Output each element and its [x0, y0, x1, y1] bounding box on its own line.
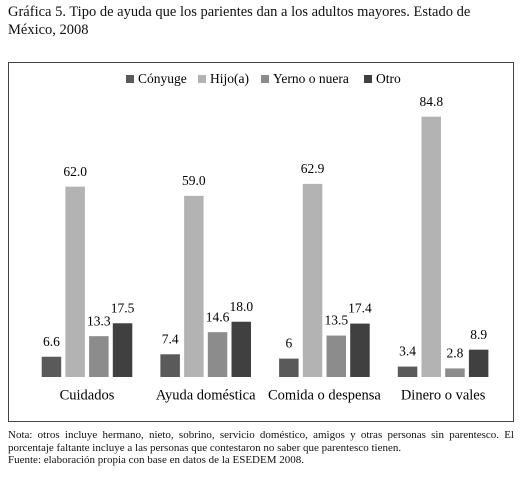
bar: [184, 195, 204, 377]
bar: [89, 336, 109, 377]
bar: [112, 323, 133, 377]
x-tick-label: Ayuda doméstica: [156, 387, 256, 403]
chart-title: Gráfica 5. Tipo de ayuda que los parient…: [8, 4, 471, 38]
bar: [350, 323, 370, 377]
legend-swatch: [198, 75, 206, 83]
bar: [160, 354, 180, 377]
data-label: 8.9: [470, 327, 487, 342]
bar: [41, 356, 62, 377]
legend-label: Cónyuge: [138, 71, 187, 86]
legend-swatch: [364, 75, 372, 83]
legend-label: Hijo(a): [210, 71, 249, 86]
bar: [397, 366, 418, 377]
data-label: 84.8: [419, 94, 443, 109]
bar: [279, 358, 299, 377]
bar: [445, 368, 465, 377]
legend-swatch: [261, 75, 269, 83]
data-label: 17.5: [111, 300, 135, 315]
data-label: 6: [285, 336, 292, 351]
legend-swatch: [126, 75, 134, 83]
bar: [326, 335, 346, 377]
data-label: 6.6: [43, 334, 60, 349]
data-label: 17.4: [348, 301, 372, 316]
x-tick-label: Cuidados: [60, 387, 115, 403]
legend-label: Otro: [376, 71, 401, 86]
note: Nota: otros incluye hermano, nieto, sobr…: [8, 429, 514, 454]
chart-frame: [8, 62, 514, 422]
bar: [468, 349, 489, 377]
x-tick-label: Dinero o vales: [401, 387, 486, 403]
data-label: 59.0: [182, 173, 206, 188]
source: Fuente: elaboración propia con base en d…: [8, 454, 305, 466]
data-label: 14.6: [206, 309, 230, 324]
bar: [302, 183, 323, 377]
bar: [65, 186, 85, 377]
x-tick-label: Comida o despensa: [268, 387, 381, 403]
data-label: 3.4: [399, 344, 416, 359]
data-label: 18.0: [229, 299, 253, 314]
data-label: 2.8: [447, 345, 464, 360]
bar: [231, 321, 251, 377]
legend-label: Yerno o nuera: [273, 71, 349, 86]
data-label: 62.0: [63, 164, 87, 179]
data-label: 13.5: [324, 313, 348, 328]
data-label: 13.3: [87, 313, 111, 328]
bar: [207, 332, 228, 377]
chart: Cónyuge Hijo(a) Yerno o nuera Otro Cuidados 6…: [8, 62, 514, 422]
bar: [421, 116, 441, 377]
notes: Nota: otros incluye hermano, nieto, sobr…: [8, 429, 514, 467]
data-label: 7.4: [162, 331, 179, 346]
data-label: 62.9: [301, 161, 325, 176]
